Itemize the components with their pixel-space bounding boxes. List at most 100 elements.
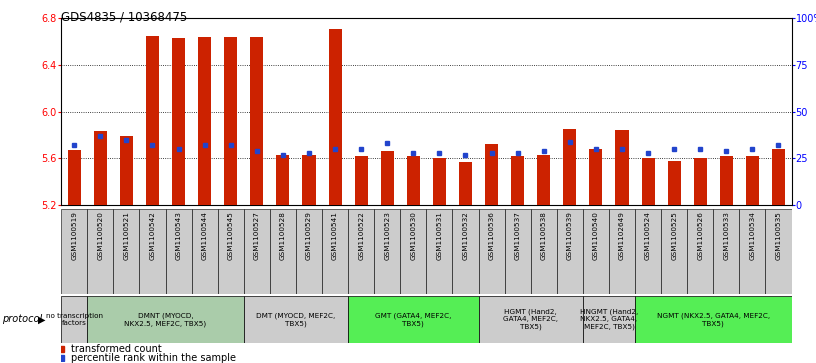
Bar (355, 156, 368, 205)
Text: GSM1100537: GSM1100537 (515, 211, 521, 260)
Bar (140, 209, 166, 294)
Text: GSM1100538: GSM1100538 (541, 211, 547, 260)
Bar (641, 158, 654, 205)
Text: GMT (GATA4, MEF2C,
TBX5): GMT (GATA4, MEF2C, TBX5) (375, 312, 451, 327)
Text: GSM1100534: GSM1100534 (749, 211, 756, 260)
Bar (146, 36, 159, 205)
Text: DMT (MYOCD, MEF2C,
TBX5): DMT (MYOCD, MEF2C, TBX5) (256, 312, 335, 327)
Text: protocol: protocol (2, 314, 42, 325)
Bar (94, 131, 107, 205)
Bar (172, 38, 185, 205)
Bar (504, 209, 530, 294)
Bar (244, 209, 270, 294)
Bar (609, 209, 635, 294)
Bar (61, 209, 87, 294)
Text: HGMT (Hand2,
GATA4, MEF2C,
TBX5): HGMT (Hand2, GATA4, MEF2C, TBX5) (503, 309, 558, 330)
Bar (452, 209, 478, 294)
Bar (459, 162, 472, 205)
Bar (120, 136, 133, 205)
Bar (615, 130, 628, 205)
Bar (687, 209, 713, 294)
Bar (244, 296, 348, 343)
Bar (635, 296, 792, 343)
Text: GSM1100545: GSM1100545 (228, 211, 233, 260)
Bar (348, 296, 478, 343)
Bar (426, 209, 452, 294)
Bar (277, 155, 290, 205)
Bar (772, 149, 785, 205)
Text: transformed count: transformed count (72, 344, 162, 354)
Bar (61, 296, 87, 343)
Text: GSM1100535: GSM1100535 (775, 211, 782, 260)
Bar (375, 209, 401, 294)
Bar (530, 209, 557, 294)
Text: GSM1100541: GSM1100541 (332, 211, 338, 260)
Text: GSM1100536: GSM1100536 (489, 211, 494, 260)
Bar (192, 209, 218, 294)
Bar (583, 296, 635, 343)
Bar (432, 158, 446, 205)
Bar (198, 37, 211, 205)
Text: GSM1100543: GSM1100543 (175, 211, 182, 260)
Bar (667, 161, 681, 205)
Bar (720, 156, 733, 205)
Text: GDS4835 / 10368475: GDS4835 / 10368475 (61, 11, 188, 24)
Bar (557, 209, 583, 294)
Bar (251, 37, 264, 205)
Bar (87, 296, 244, 343)
Text: percentile rank within the sample: percentile rank within the sample (72, 353, 237, 363)
Bar (478, 296, 583, 343)
Bar (166, 209, 192, 294)
Bar (322, 209, 348, 294)
Text: GSM1100527: GSM1100527 (254, 211, 259, 260)
Bar (296, 209, 322, 294)
Bar (739, 209, 765, 294)
Bar (348, 209, 375, 294)
Bar (746, 156, 759, 205)
Text: GSM1100526: GSM1100526 (697, 211, 703, 260)
Text: HNGMT (Hand2,
NKX2.5, GATA4,
MEF2C, TBX5): HNGMT (Hand2, NKX2.5, GATA4, MEF2C, TBX5… (580, 309, 638, 330)
Bar (563, 129, 576, 205)
Bar (87, 209, 113, 294)
Text: GSM1100525: GSM1100525 (671, 211, 677, 260)
Bar (713, 209, 739, 294)
Bar (537, 155, 550, 205)
Bar (661, 209, 687, 294)
Text: GSM1100528: GSM1100528 (280, 211, 286, 260)
Text: GSM1100521: GSM1100521 (123, 211, 130, 260)
Bar (635, 209, 661, 294)
Bar (224, 37, 237, 205)
Text: GSM1100530: GSM1100530 (410, 211, 416, 260)
Bar (113, 209, 140, 294)
Bar (583, 209, 609, 294)
Text: GSM1100542: GSM1100542 (149, 211, 156, 260)
Bar (303, 155, 316, 205)
Text: GSM1100519: GSM1100519 (71, 211, 78, 260)
Bar (511, 156, 524, 205)
Text: GSM1100520: GSM1100520 (97, 211, 104, 260)
Bar (401, 209, 426, 294)
Bar (381, 151, 394, 205)
Text: GSM1100523: GSM1100523 (384, 211, 390, 260)
Bar (270, 209, 296, 294)
Bar (329, 29, 342, 205)
Bar (589, 149, 602, 205)
Text: GSM1100533: GSM1100533 (723, 211, 730, 260)
Bar (407, 156, 420, 205)
Text: GSM1100539: GSM1100539 (567, 211, 573, 260)
Text: GSM1100540: GSM1100540 (593, 211, 599, 260)
Text: GSM1100532: GSM1100532 (463, 211, 468, 260)
Text: GSM1100531: GSM1100531 (437, 211, 442, 260)
Text: GSM1100522: GSM1100522 (358, 211, 364, 260)
Text: NGMT (NKX2.5, GATA4, MEF2C,
TBX5): NGMT (NKX2.5, GATA4, MEF2C, TBX5) (657, 312, 769, 327)
Text: GSM1100529: GSM1100529 (306, 211, 312, 260)
Bar (68, 150, 81, 205)
Bar (478, 209, 504, 294)
Text: no transcription
factors: no transcription factors (46, 313, 103, 326)
Bar (485, 144, 498, 205)
Text: GSM1100524: GSM1100524 (645, 211, 651, 260)
Text: DMNT (MYOCD,
NKX2.5, MEF2C, TBX5): DMNT (MYOCD, NKX2.5, MEF2C, TBX5) (125, 312, 206, 327)
Text: ▶: ▶ (38, 314, 45, 325)
Text: GSM1100544: GSM1100544 (202, 211, 207, 260)
Bar (765, 209, 792, 294)
